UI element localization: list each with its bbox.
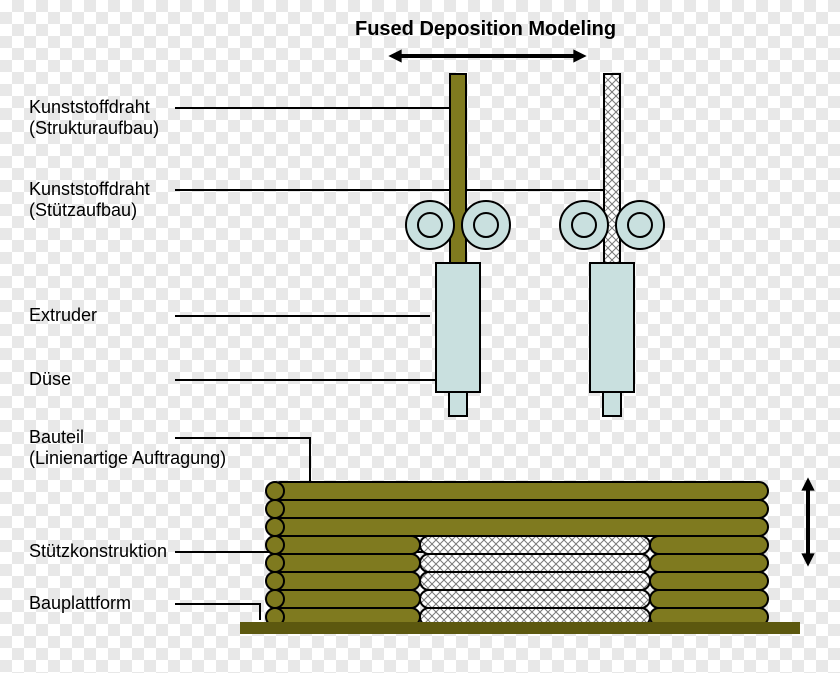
diagram-svg — [0, 0, 840, 673]
fdm-diagram: Fused Deposition Modeling Kunststoffdrah… — [0, 0, 840, 673]
